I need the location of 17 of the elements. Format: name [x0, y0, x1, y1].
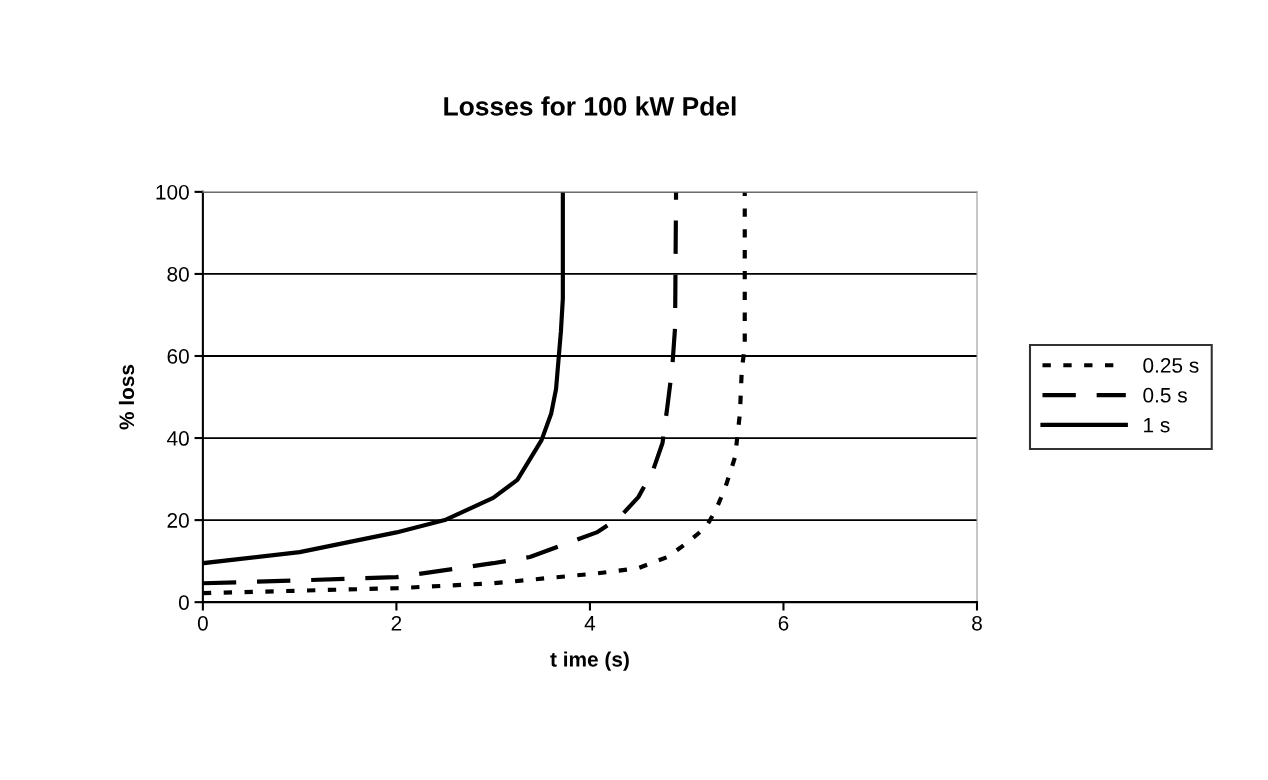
- x-tick-label: 4: [584, 616, 596, 631]
- x-axis-title: t ime (s): [550, 651, 629, 671]
- y-axis-title: % loss: [118, 364, 135, 430]
- x-tick-label: 6: [778, 615, 789, 631]
- y-tick-label: 40: [166, 431, 189, 446]
- x-tick-label: 8: [972, 615, 982, 631]
- y-tick-label: 80: [167, 266, 189, 282]
- chart-title: Losses for 100 kW Pdel: [444, 96, 736, 116]
- x-tick-label: 0: [197, 615, 208, 631]
- legend-label: 0.25 s: [1143, 358, 1199, 373]
- legend-label: 0.5 s: [1143, 387, 1187, 403]
- y-tick-label: 0: [178, 595, 189, 610]
- legend-label: 1 s: [1144, 417, 1170, 433]
- y-tick-label: 20: [167, 513, 189, 528]
- x-tick-label: 2: [391, 615, 402, 631]
- y-tick-label: 60: [167, 348, 189, 364]
- y-tick-label: 100: [156, 184, 189, 200]
